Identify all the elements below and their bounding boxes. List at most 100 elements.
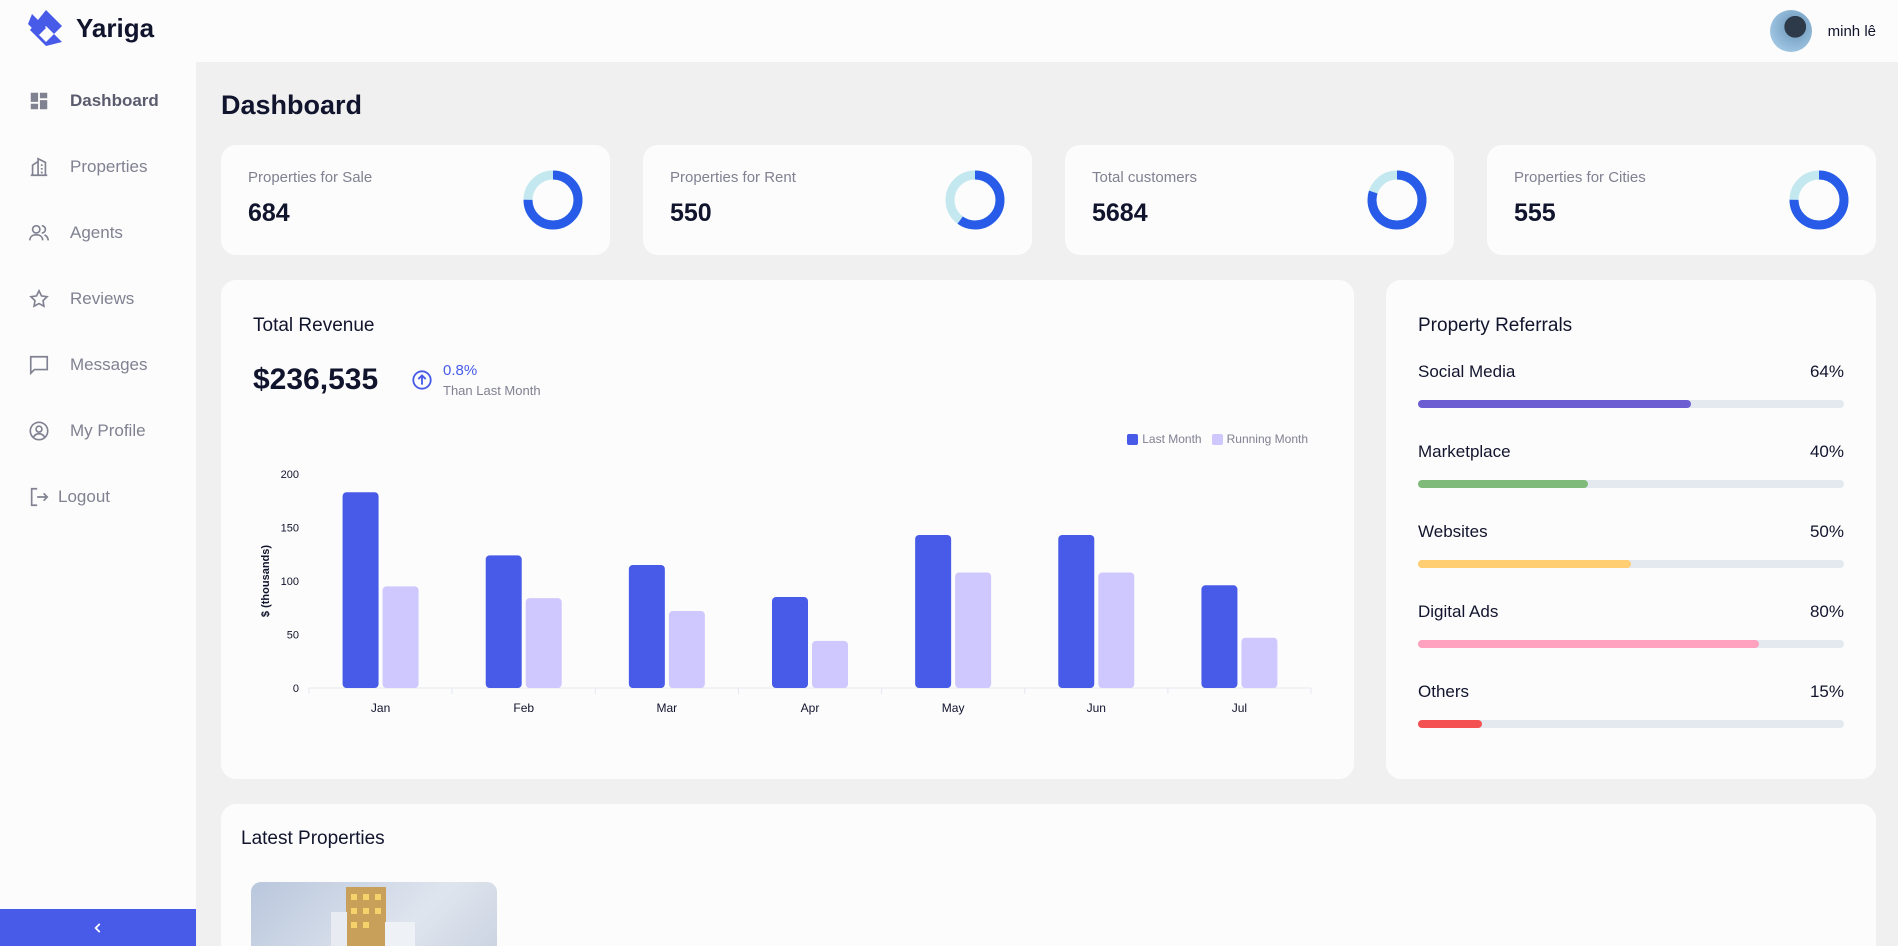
sidebar-collapse-button[interactable]: [0, 909, 196, 946]
top-header: minh lê: [196, 0, 1898, 62]
referral-label: Websites: [1418, 522, 1488, 541]
bar-last-month-may[interactable]: [915, 534, 952, 688]
stat-card-properties-for-rent: Properties for Rent 550: [643, 145, 1032, 255]
sidebar-item-label: Properties: [70, 157, 148, 176]
progress-fill: [1418, 640, 1759, 648]
x-tick-label: Jan: [371, 701, 390, 715]
sidebar-item-logout[interactable]: Logout: [0, 464, 196, 530]
property-image[interactable]: [251, 882, 497, 946]
bar-running-month-may[interactable]: [955, 572, 992, 688]
stat-label: Properties for Rent: [670, 169, 796, 186]
bar-running-month-jan[interactable]: [382, 586, 419, 688]
stat-card-properties-for-sale: Properties for Sale 684: [221, 145, 610, 255]
sidebar-nav: Dashboard Properties Agents Reviews Mess…: [0, 68, 196, 530]
referral-percent: 80%: [1809, 602, 1844, 621]
user-menu[interactable]: minh lê: [1769, 10, 1876, 52]
donut-value-arc: [945, 170, 1005, 230]
page-title: Dashboard: [221, 90, 363, 120]
bar-last-month-feb[interactable]: [485, 555, 522, 688]
property-referrals-card: Property Referrals Social Media 64% Marke…: [1386, 280, 1876, 779]
legend-item-last-month[interactable]: Last Month: [1127, 432, 1202, 446]
stat-card-properties-for-cities: Properties for Cities 555: [1487, 145, 1876, 255]
sidebar-item-messages[interactable]: Messages: [0, 332, 196, 398]
y-tick-label: 200: [281, 469, 299, 481]
x-tick-label: Jun: [1087, 701, 1106, 715]
progress-track: [1418, 480, 1844, 488]
app-name: Yariga: [76, 12, 155, 43]
sidebar-item-label: Dashboard: [70, 91, 159, 110]
progress-track: [1418, 400, 1844, 408]
stat-card-total-customers: Total customers 5684: [1065, 145, 1454, 255]
revenue-change-caption: Than Last Month: [443, 383, 541, 398]
donut-chart: [1367, 170, 1427, 230]
donut-chart: [945, 170, 1005, 230]
revenue-change: 0.8%: [443, 362, 478, 379]
legend-item-running-month[interactable]: Running Month: [1211, 432, 1308, 446]
donut-value-arc: [1367, 170, 1427, 230]
y-tick-label: 0: [293, 683, 299, 695]
stat-value: 5684: [1092, 199, 1148, 227]
donut-chart: [523, 170, 583, 230]
referral-social-media: Social Media 64%: [1418, 362, 1844, 408]
building-photo-icon: [331, 887, 415, 946]
progress-track: [1418, 720, 1844, 728]
legend-swatch: [1211, 433, 1223, 445]
referral-label: Digital Ads: [1418, 602, 1499, 621]
referral-label: Social Media: [1418, 362, 1516, 381]
revenue-amount: $236,535: [253, 363, 379, 396]
y-tick-label: 50: [287, 630, 299, 642]
sidebar-item-reviews[interactable]: Reviews: [0, 266, 196, 332]
bar-running-month-jun[interactable]: [1098, 572, 1135, 688]
x-tick-label: Mar: [657, 701, 678, 715]
latest-properties-card: Latest Properties: [221, 804, 1876, 946]
sidebar-item-label: Logout: [58, 487, 110, 506]
yariga-logo-icon: [28, 10, 62, 46]
arrow-circle-up-icon: [412, 370, 432, 390]
app-logo[interactable]: Yariga: [26, 8, 154, 48]
bar-last-month-jun[interactable]: [1058, 534, 1095, 688]
account-circle-icon: [28, 420, 50, 442]
bar-running-month-jul[interactable]: [1241, 637, 1278, 688]
sidebar-item-label: My Profile: [70, 421, 146, 440]
building-icon: [28, 156, 50, 178]
progress-track: [1418, 560, 1844, 568]
bar-last-month-mar[interactable]: [628, 564, 665, 688]
donut-value-arc: [1789, 170, 1849, 230]
bar-running-month-feb[interactable]: [525, 598, 562, 688]
referral-percent: 50%: [1809, 522, 1844, 541]
progress-track: [1418, 640, 1844, 648]
chevron-left-icon: [94, 922, 101, 933]
y-axis-label: $ (thousands): [260, 545, 272, 617]
referral-others: Others 15%: [1418, 682, 1844, 728]
referral-percent: 40%: [1809, 442, 1844, 461]
sidebar-item-dashboard[interactable]: Dashboard: [0, 68, 196, 134]
total-revenue-card: Total Revenue $236,535 0.8% Than Last Mo…: [221, 280, 1354, 779]
bar-last-month-jan[interactable]: [342, 492, 379, 688]
avatar[interactable]: [1769, 10, 1812, 52]
referral-label: Others: [1418, 682, 1470, 701]
stat-label: Properties for Cities: [1514, 169, 1646, 186]
sidebar-item-properties[interactable]: Properties: [0, 134, 196, 200]
sidebar-item-label: Reviews: [70, 289, 135, 308]
sidebar-item-label: Agents: [70, 223, 123, 242]
bar-running-month-apr[interactable]: [812, 640, 848, 688]
sidebar-item-agents[interactable]: Agents: [0, 200, 196, 266]
progress-fill: [1418, 480, 1589, 488]
progress-fill: [1418, 560, 1631, 568]
referral-percent: 15%: [1809, 682, 1844, 701]
donut-chart: [1789, 170, 1849, 230]
bar-last-month-apr[interactable]: [772, 597, 808, 688]
logout-icon: [28, 486, 50, 508]
sidebar-item-my-profile[interactable]: My Profile: [0, 398, 196, 464]
stat-label: Total customers: [1092, 169, 1198, 186]
referral-percent: 64%: [1809, 362, 1844, 381]
legend-swatch: [1127, 433, 1139, 445]
revenue-bar-chart: 0 50 100 150 200 $ (thousands) Jan Feb Mar Apr May…: [260, 469, 1312, 715]
referral-marketplace: Marketplace 40%: [1418, 442, 1844, 488]
bar-last-month-jul[interactable]: [1201, 585, 1238, 688]
bar-running-month-mar[interactable]: [668, 610, 705, 688]
stat-label: Properties for Sale: [248, 169, 373, 186]
stat-value: 555: [1514, 199, 1556, 227]
referrals-title: Property Referrals: [1418, 315, 1573, 336]
latest-properties-title: Latest Properties: [241, 828, 385, 849]
